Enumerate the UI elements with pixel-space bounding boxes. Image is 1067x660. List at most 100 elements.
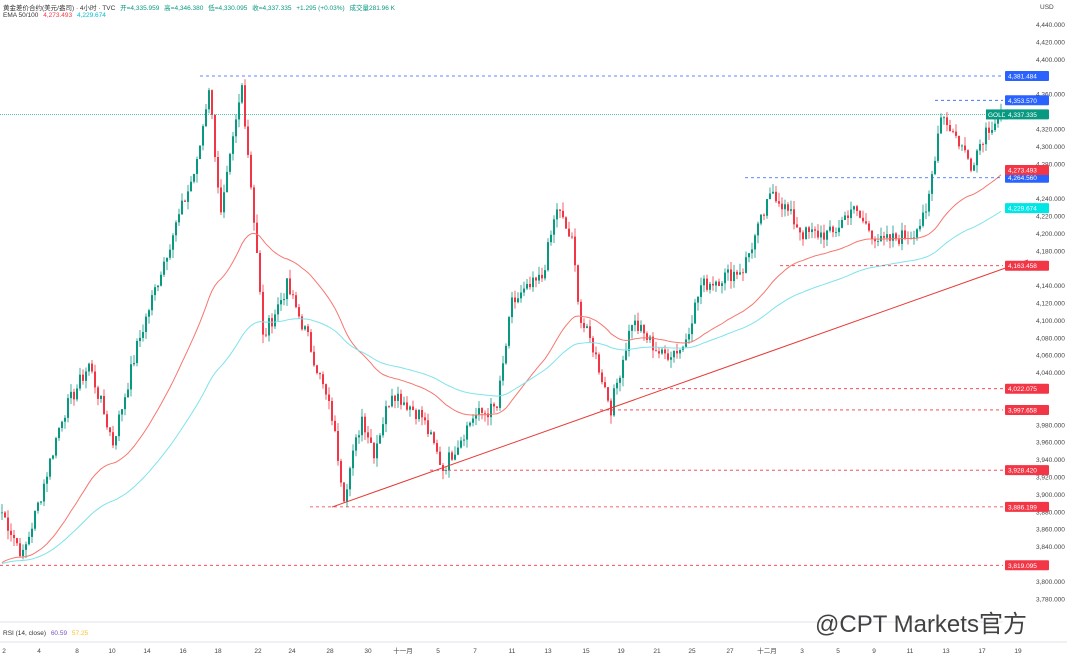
candle-body	[34, 510, 36, 529]
candle	[502, 355, 504, 386]
candle-body	[349, 468, 351, 490]
candle	[10, 523, 12, 542]
candle-body	[244, 85, 246, 127]
candle	[937, 125, 939, 163]
level-tag	[1005, 404, 1049, 415]
candle-body	[739, 272, 741, 275]
ema-legend[interactable]: EMA 50/100 4,273.493 4,229.674	[3, 12, 109, 19]
candle-body	[637, 320, 639, 331]
candle-body	[298, 307, 300, 317]
candle-body	[841, 219, 843, 228]
candle	[880, 227, 882, 242]
candle-body	[868, 223, 870, 231]
candle-body	[193, 173, 195, 182]
candle-body	[91, 363, 93, 372]
symbol-tag	[986, 109, 1008, 120]
candle-body	[154, 287, 156, 296]
candle	[7, 510, 9, 540]
candle	[700, 277, 702, 305]
candle-body	[676, 350, 678, 354]
candle	[244, 79, 246, 130]
level-tag	[1005, 95, 1049, 106]
candle-body	[616, 382, 618, 389]
candle-body	[112, 432, 114, 446]
candle-body	[424, 417, 426, 421]
candle	[676, 343, 678, 359]
candle	[355, 434, 357, 457]
candle	[475, 407, 477, 426]
candle	[874, 236, 876, 249]
candle-body	[760, 214, 762, 224]
candle-body	[97, 387, 99, 399]
candle	[745, 251, 747, 274]
candle-body	[643, 324, 645, 334]
candle-body	[142, 331, 144, 338]
level-tag	[1005, 383, 1049, 394]
candle	[889, 234, 891, 249]
candle	[445, 467, 447, 475]
candle-body	[70, 391, 72, 399]
candle-body	[955, 131, 957, 136]
open-value: 开=4,335.959	[120, 5, 160, 12]
candle	[790, 200, 792, 215]
candle-body	[28, 536, 30, 545]
y-tick-label: 4,360.000	[1036, 92, 1065, 99]
candle-body	[139, 337, 141, 341]
level-tag	[1005, 560, 1049, 571]
candle	[862, 210, 864, 224]
candle	[754, 233, 756, 258]
candle-body	[529, 283, 531, 288]
candle	[133, 354, 135, 367]
candle-body	[958, 135, 960, 147]
candle-body	[565, 217, 567, 229]
candle-body	[970, 158, 972, 171]
candle	[382, 417, 384, 438]
candle-body	[190, 181, 192, 192]
candle-body	[541, 274, 543, 279]
candle	[580, 299, 582, 329]
rsi-label: RSI (14, close)	[3, 630, 46, 637]
candle-body	[472, 418, 474, 423]
close-value: 收=4,337.335	[252, 5, 292, 12]
candle	[499, 375, 501, 411]
candle-body	[808, 227, 810, 233]
candle	[190, 176, 192, 192]
candle	[178, 208, 180, 226]
candle-body	[127, 389, 129, 398]
candle	[688, 327, 690, 344]
candle	[652, 332, 654, 359]
candle-body	[664, 349, 666, 354]
candle	[781, 197, 783, 218]
candle-body	[316, 365, 318, 374]
candle-body	[874, 238, 876, 242]
candle-body	[337, 431, 339, 461]
candle-body	[628, 330, 630, 351]
candle	[751, 242, 753, 259]
candle	[934, 156, 936, 176]
candle	[589, 319, 591, 343]
candle	[385, 400, 387, 433]
candle-body	[583, 322, 585, 328]
candle	[598, 352, 600, 375]
y-tick-label: 4,060.000	[1036, 353, 1065, 360]
candle	[70, 384, 72, 404]
candle	[550, 230, 552, 246]
candle-body	[397, 393, 399, 401]
candle	[436, 439, 438, 455]
candle-body	[613, 388, 615, 416]
candle	[448, 446, 450, 478]
rsi-legend[interactable]: RSI (14, close) 60.59 57.25	[3, 630, 91, 637]
candle-body	[253, 187, 255, 223]
candle-body	[799, 227, 801, 233]
candle	[298, 303, 300, 319]
candle-body	[778, 201, 780, 204]
candle-body	[121, 409, 123, 415]
candle	[52, 454, 54, 460]
candle-body	[538, 274, 540, 281]
candle-body	[331, 401, 333, 421]
candle	[184, 199, 186, 202]
candle-body	[415, 410, 417, 420]
candle	[340, 458, 342, 487]
